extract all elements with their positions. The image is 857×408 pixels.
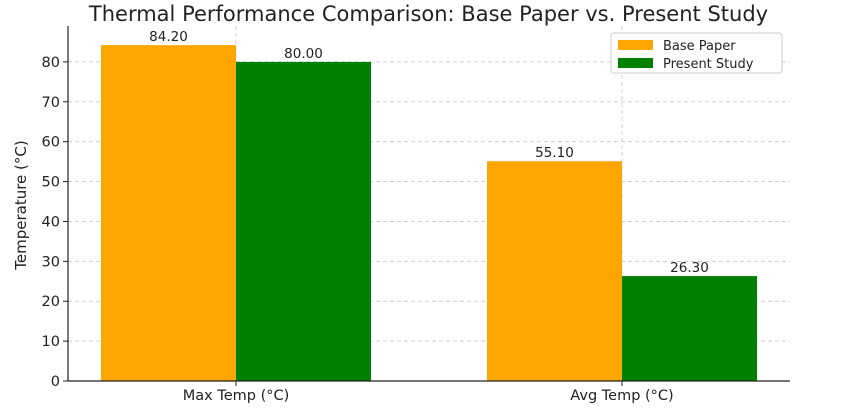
bar-value-label: 80.00: [284, 46, 323, 62]
x-tick-label: Avg Temp (°C): [570, 388, 673, 404]
y-tick-label: 50: [42, 175, 60, 191]
y-tick-label: 40: [42, 214, 60, 230]
legend-swatch: [618, 40, 653, 50]
bar-value-label: 26.30: [670, 260, 709, 276]
bar-value-label: 84.20: [149, 29, 188, 45]
axes: [67, 26, 790, 382]
bar-value-label: 55.10: [535, 145, 574, 161]
y-tick-label: 20: [42, 294, 60, 310]
y-tick-label: 10: [42, 334, 60, 350]
y-tick-label: 70: [42, 95, 60, 111]
legend-label: Base Paper: [663, 39, 736, 54]
y-tick-label: 80: [42, 55, 60, 71]
y-axis-label: Temperature (°C): [12, 140, 30, 270]
y-tick-label: 0: [51, 374, 60, 390]
y-tick-label: 30: [42, 254, 60, 270]
legend-swatch: [618, 58, 653, 68]
legend-box: [610, 32, 783, 74]
bar-base-paper: [101, 45, 236, 382]
legend: Base Paper Present Study: [610, 32, 783, 74]
x-tick-label: Max Temp (°C): [183, 388, 290, 404]
bar-present-study: [622, 276, 757, 381]
y-tick-label: 60: [42, 135, 60, 151]
bar-present-study: [236, 61, 371, 382]
value-labels: 84.20 55.10 80.00 26.30: [149, 29, 709, 276]
chart-title: Thermal Performance Comparison: Base Pap…: [88, 2, 769, 26]
bar-base-paper: [487, 161, 622, 381]
legend-label: Present Study: [663, 57, 754, 72]
ticks: 0 10 20 30 40 50 60 70 80 Max Temp (°C) Avg Temp (…: [42, 55, 674, 404]
bars: [101, 45, 757, 382]
